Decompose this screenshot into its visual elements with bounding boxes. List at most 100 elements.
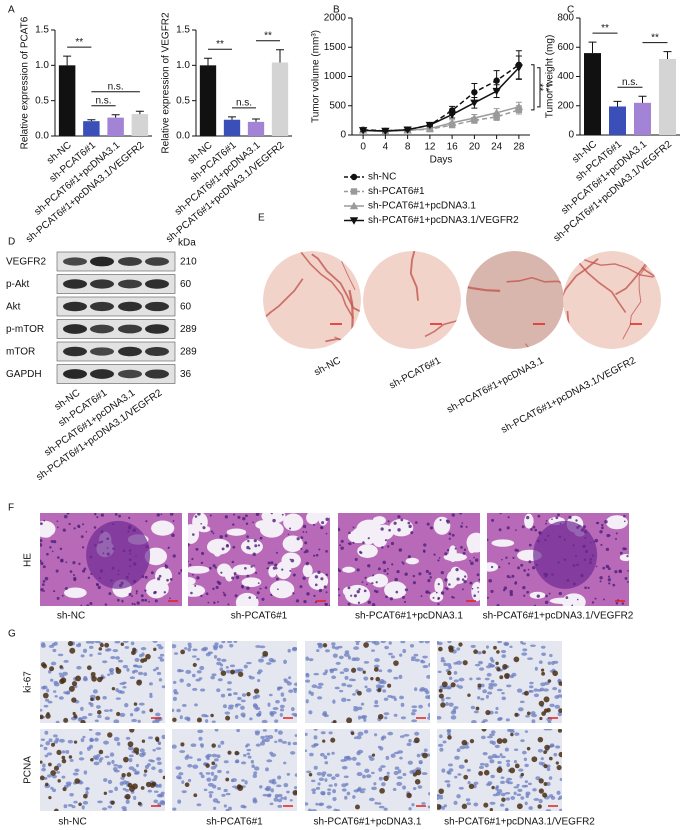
nucleus [62, 528, 66, 532]
stained-nucleus [379, 787, 385, 794]
nucleus [476, 696, 481, 700]
nucleus [212, 798, 219, 803]
marker [381, 127, 390, 136]
y-tick-label: 0 [568, 130, 574, 141]
nucleus [194, 515, 198, 518]
nucleus [246, 535, 249, 538]
nucleus [495, 706, 499, 711]
stained-nucleus [220, 670, 227, 676]
nucleus [156, 793, 163, 798]
nucleus [147, 789, 152, 793]
nucleus [532, 525, 536, 529]
nucleus [353, 705, 358, 709]
stained-nucleus [351, 667, 357, 673]
nucleus [479, 765, 484, 770]
nucleus [305, 749, 308, 753]
nucleus [445, 702, 449, 706]
stained-nucleus [61, 758, 67, 764]
nucleus [56, 596, 60, 600]
stained-nucleus [414, 779, 421, 785]
nucleus [281, 513, 284, 516]
nucleus [289, 569, 292, 572]
nucleus [348, 531, 351, 535]
nucleus [256, 591, 260, 595]
nucleus [464, 745, 470, 749]
nucleus [425, 591, 428, 594]
nucleus [268, 693, 273, 697]
nucleus [457, 773, 462, 776]
nucleus [270, 561, 274, 565]
stained-nucleus [57, 779, 61, 783]
nucleus [615, 532, 618, 535]
nucleus [103, 778, 108, 782]
nucleus [557, 513, 560, 517]
nucleus [200, 561, 204, 565]
nucleus [459, 745, 466, 750]
nucleus [383, 569, 387, 573]
blot-strip [56, 319, 176, 339]
nucleus [443, 804, 448, 808]
y-tick-label: 0.0 [35, 131, 49, 142]
nucleus [152, 748, 156, 752]
nucleus [499, 753, 503, 757]
stained-nucleus [493, 645, 497, 650]
stained-nucleus [90, 671, 96, 677]
nucleus [458, 685, 464, 689]
nucleus [490, 679, 495, 683]
nucleus [197, 729, 204, 734]
nucleus [41, 686, 46, 690]
nucleus [565, 596, 569, 600]
nucleus [344, 675, 349, 680]
nucleus [427, 716, 430, 720]
nucleus [185, 669, 192, 675]
nucleus [400, 518, 404, 522]
nucleus [456, 684, 460, 688]
stained-nucleus [132, 783, 138, 790]
nucleus [40, 588, 44, 592]
nucleus [381, 546, 384, 549]
nucleus [286, 772, 291, 776]
nucleus [169, 513, 174, 516]
nucleus [104, 755, 110, 759]
nucleus [172, 696, 177, 701]
nucleus [119, 781, 124, 786]
nucleus [277, 738, 283, 743]
stained-nucleus [137, 801, 142, 806]
significance-label: ** [216, 39, 224, 50]
nucleus [58, 696, 64, 700]
nucleus [416, 753, 421, 758]
nucleus [288, 689, 294, 693]
nucleus [498, 528, 502, 532]
nucleus [474, 558, 479, 562]
nucleus [221, 793, 226, 797]
nucleus [40, 738, 46, 742]
nucleus [398, 674, 403, 679]
nucleus [305, 531, 308, 533]
nucleus [255, 732, 260, 736]
nucleus [214, 729, 219, 732]
nucleus [525, 793, 529, 799]
nucleus [587, 586, 590, 589]
stained-nucleus [495, 661, 499, 666]
vessel [506, 276, 564, 292]
nucleus [78, 562, 81, 566]
error-bar [228, 116, 236, 120]
nucleus [453, 706, 459, 710]
stained-nucleus [121, 772, 126, 778]
nucleus [369, 757, 375, 761]
nucleus [140, 646, 147, 651]
nucleus [313, 554, 316, 557]
nucleus [341, 697, 347, 703]
nucleus [93, 526, 97, 529]
stained-nucleus [555, 761, 559, 765]
nucleus [92, 689, 98, 694]
alveolus [188, 576, 196, 586]
nucleus [357, 667, 364, 672]
nucleus [491, 518, 495, 522]
nucleus [418, 572, 422, 576]
stained-nucleus [192, 662, 197, 668]
nucleus [494, 711, 499, 714]
nucleus [601, 523, 604, 527]
nucleus [447, 730, 451, 733]
nucleus [274, 793, 279, 799]
